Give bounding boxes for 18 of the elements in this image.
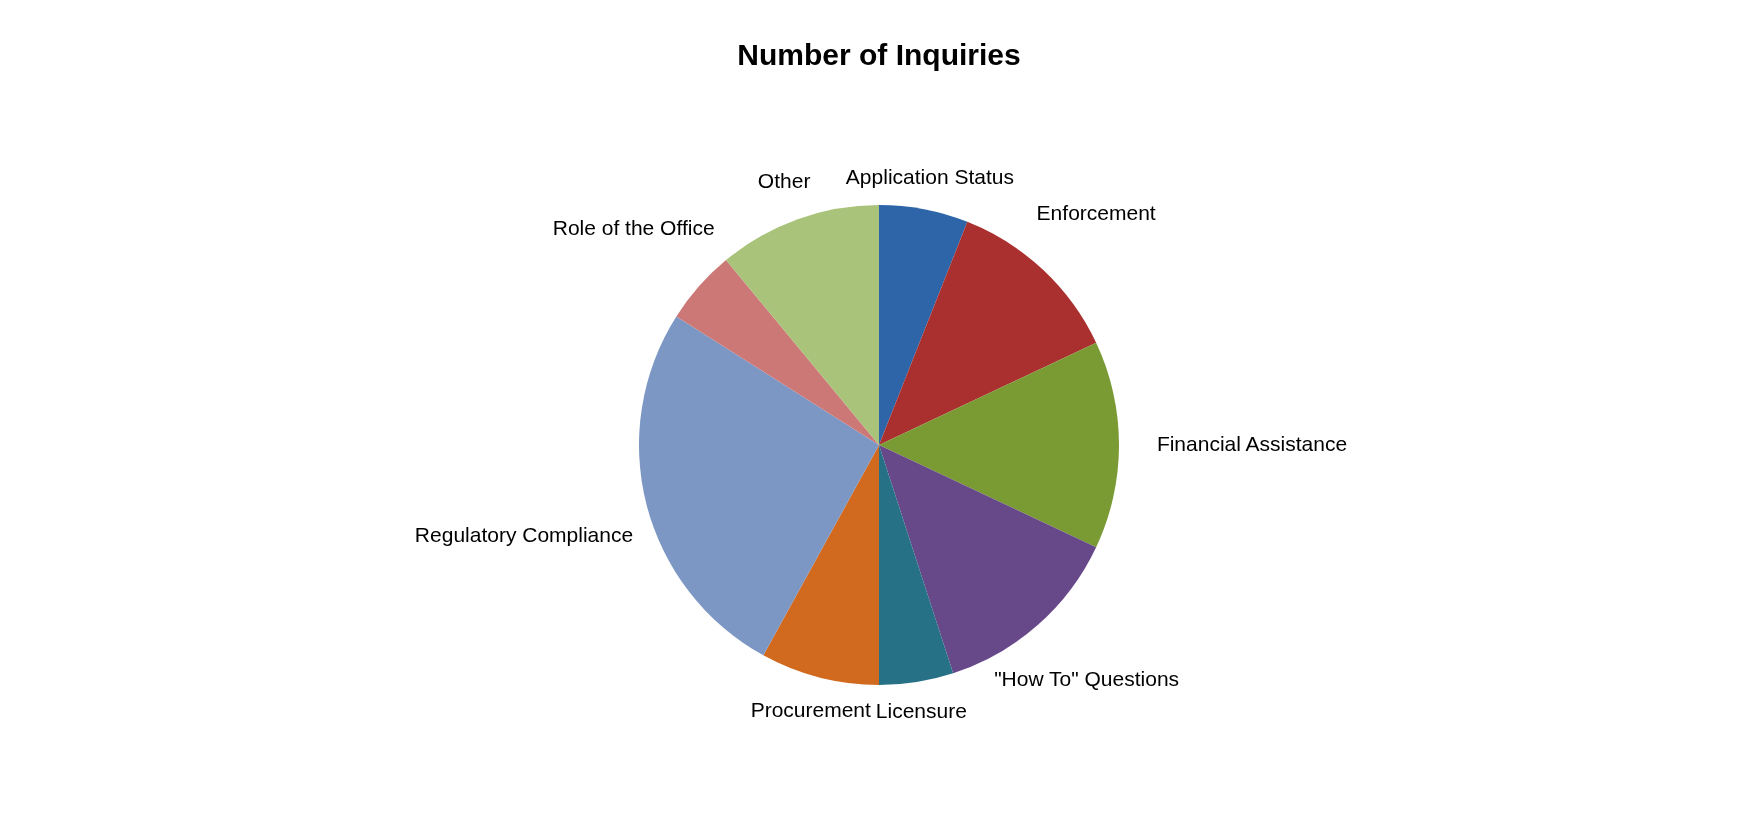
slice-label: "How To" Questions <box>994 667 1180 691</box>
pie-slice <box>879 445 954 685</box>
slice-label: Procurement <box>750 697 872 721</box>
slice-label: Enforcement <box>1036 200 1156 224</box>
slice-label: Other <box>757 168 811 192</box>
slice-label: Application Status <box>845 165 1014 189</box>
pie-slice <box>676 260 879 445</box>
pie-slice <box>763 445 879 685</box>
pie-slice <box>879 221 1097 445</box>
slice-label: Regulatory Compliance <box>414 523 634 547</box>
pie-slice <box>879 342 1119 548</box>
slice-label: Licensure <box>875 699 967 723</box>
chart-title: Number of Inquiries <box>737 38 1021 71</box>
pie-slice <box>726 205 879 445</box>
slice-label: Financial Assistance <box>1156 432 1348 455</box>
pie-slice <box>879 205 968 445</box>
slice-label: Role of the Office <box>552 215 715 239</box>
pie-slice <box>639 316 879 656</box>
